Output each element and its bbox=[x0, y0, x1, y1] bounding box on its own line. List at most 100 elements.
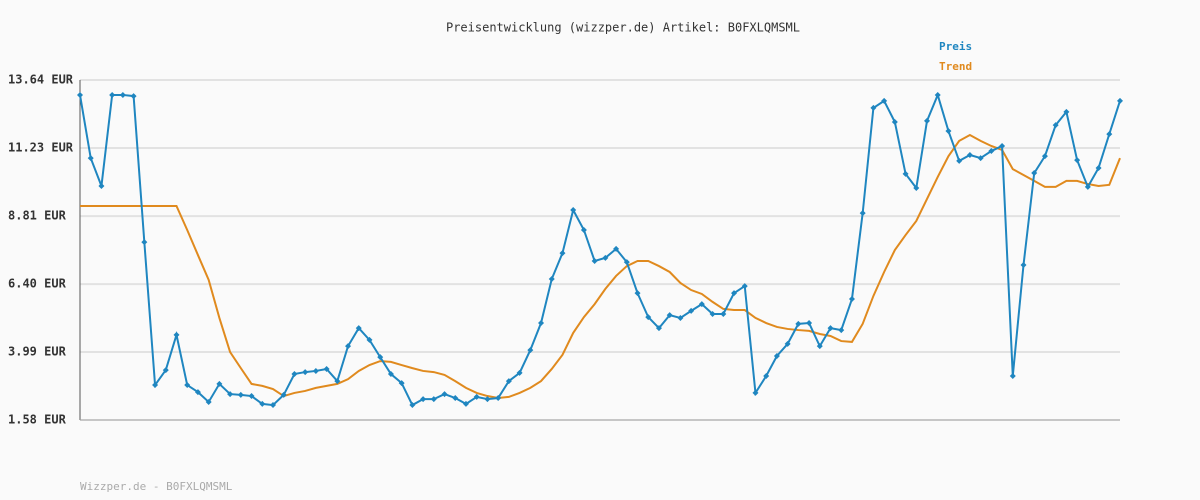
y-tick-label: 11.23 EUR bbox=[8, 140, 74, 154]
point-marker bbox=[98, 183, 105, 190]
point-marker bbox=[934, 91, 941, 98]
point-marker bbox=[559, 250, 566, 257]
point-marker bbox=[1074, 157, 1081, 164]
point-marker bbox=[645, 314, 652, 321]
point-marker bbox=[602, 254, 609, 261]
point-marker bbox=[913, 184, 920, 191]
point-marker bbox=[634, 290, 641, 297]
point-marker bbox=[806, 320, 813, 327]
point-marker bbox=[227, 391, 234, 398]
y-tick-label: 13.64 EUR bbox=[8, 73, 74, 87]
point-marker bbox=[1041, 153, 1048, 160]
point-marker bbox=[956, 157, 963, 164]
point-marker bbox=[205, 398, 212, 405]
point-marker bbox=[1020, 261, 1027, 268]
legend-label: Trend bbox=[939, 60, 972, 73]
point-marker bbox=[570, 206, 577, 213]
point-marker bbox=[430, 396, 437, 403]
point-marker bbox=[1031, 170, 1038, 177]
point-marker bbox=[216, 380, 223, 387]
point-marker bbox=[816, 343, 823, 350]
point-marker bbox=[462, 400, 469, 407]
point-marker bbox=[752, 389, 759, 396]
point-marker bbox=[677, 314, 684, 321]
point-marker bbox=[495, 395, 502, 402]
point-marker bbox=[795, 320, 802, 327]
point-marker bbox=[527, 347, 534, 354]
point-marker bbox=[1095, 164, 1102, 171]
point-marker bbox=[591, 257, 598, 264]
point-marker bbox=[409, 402, 416, 409]
point-marker bbox=[773, 353, 780, 360]
point-marker bbox=[881, 97, 888, 104]
point-marker bbox=[859, 210, 866, 217]
chart-title: Preisentwicklung (wizzper.de) Artikel: B… bbox=[446, 21, 800, 35]
point-marker bbox=[237, 391, 244, 398]
point-marker bbox=[130, 93, 137, 100]
point-marker bbox=[827, 325, 834, 332]
point-marker bbox=[613, 245, 620, 252]
point-marker bbox=[473, 393, 480, 400]
point-marker bbox=[891, 119, 898, 126]
point-marker bbox=[966, 151, 973, 158]
point-marker bbox=[848, 296, 855, 303]
point-marker bbox=[666, 312, 673, 319]
point-marker bbox=[345, 343, 352, 350]
point-marker bbox=[731, 290, 738, 297]
point-marker bbox=[291, 371, 298, 378]
point-marker bbox=[709, 310, 716, 317]
point-marker bbox=[334, 378, 341, 385]
point-marker bbox=[441, 391, 448, 398]
point-marker bbox=[988, 148, 995, 155]
point-marker bbox=[1117, 97, 1123, 104]
point-marker bbox=[902, 170, 909, 177]
point-marker bbox=[173, 331, 180, 338]
point-marker bbox=[269, 402, 276, 409]
footer: Wizzper.de - B0FXLQMSML bbox=[80, 480, 233, 493]
legend-label: Preis bbox=[939, 40, 972, 53]
point-marker bbox=[505, 378, 512, 385]
point-marker bbox=[194, 389, 201, 396]
point-marker bbox=[184, 382, 191, 389]
point-marker bbox=[924, 117, 931, 124]
point-marker bbox=[280, 391, 287, 398]
point-marker bbox=[312, 367, 319, 374]
point-marker bbox=[698, 301, 705, 308]
point-marker bbox=[784, 340, 791, 347]
point-marker bbox=[870, 104, 877, 111]
point-marker bbox=[516, 369, 523, 376]
point-marker bbox=[77, 91, 83, 98]
point-marker bbox=[484, 396, 491, 403]
series-line bbox=[79, 91, 1121, 407]
point-marker bbox=[109, 91, 116, 98]
point-marker bbox=[655, 325, 662, 332]
point-marker bbox=[1063, 108, 1070, 115]
point-marker bbox=[248, 393, 255, 400]
point-marker bbox=[741, 283, 748, 290]
point-marker bbox=[999, 142, 1006, 149]
point-marker bbox=[355, 325, 362, 332]
point-marker bbox=[387, 371, 394, 378]
point-marker bbox=[452, 395, 459, 402]
point-marker bbox=[420, 396, 427, 403]
point-marker bbox=[623, 259, 630, 266]
point-marker bbox=[141, 239, 148, 246]
point-marker bbox=[1084, 183, 1091, 190]
y-tick-label: 8.81 EUR bbox=[8, 209, 67, 223]
y-tick-label: 1.58 EUR bbox=[8, 413, 67, 427]
point-marker bbox=[259, 400, 266, 407]
point-marker bbox=[302, 369, 309, 376]
y-tick-label: 6.40 EUR bbox=[8, 277, 67, 291]
point-marker bbox=[1106, 131, 1113, 138]
point-marker bbox=[398, 380, 405, 387]
point-marker bbox=[87, 155, 94, 162]
point-marker bbox=[548, 276, 555, 283]
point-marker bbox=[119, 91, 126, 98]
series-line bbox=[80, 133, 1121, 400]
point-marker bbox=[720, 310, 727, 317]
point-marker bbox=[1009, 373, 1016, 380]
point-marker bbox=[1052, 122, 1059, 129]
point-marker bbox=[162, 367, 169, 374]
point-marker bbox=[763, 373, 770, 380]
